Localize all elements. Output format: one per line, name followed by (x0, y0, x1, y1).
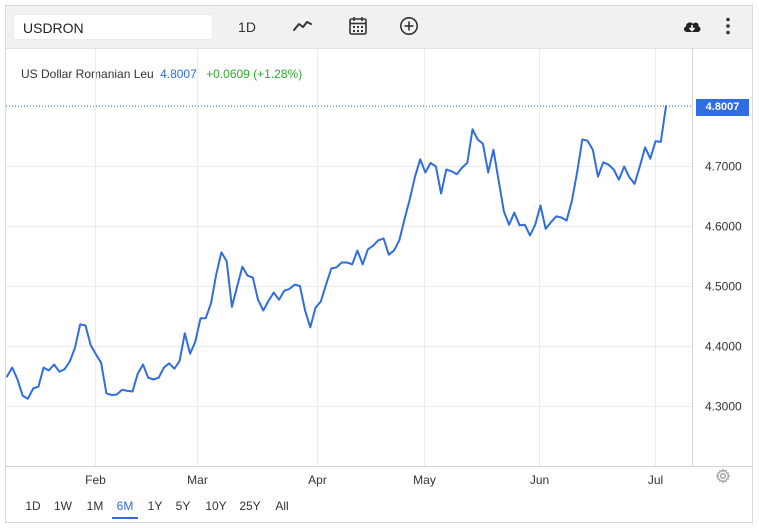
x-tick-label: May (413, 473, 436, 487)
settings-gear-icon[interactable] (715, 468, 731, 484)
x-tick-label: Mar (187, 473, 208, 487)
instrument-name: US Dollar Romanian Leu (21, 67, 154, 81)
more-vertical-icon[interactable] (717, 15, 739, 37)
price-series-line (6, 105, 667, 400)
x-tick-label: Jun (530, 473, 549, 487)
y-tick-label: 4.6000 (705, 220, 742, 234)
range-button-1m[interactable]: 1M (86, 499, 104, 513)
download-cloud-icon[interactable] (681, 15, 703, 37)
range-button-all[interactable]: All (275, 499, 289, 513)
range-button-1d[interactable]: 1D (25, 499, 41, 513)
range-button-10y[interactable]: 10Y (205, 499, 227, 513)
symbol-input[interactable]: USDRON (13, 14, 213, 40)
range-button-1y[interactable]: 1Y (147, 499, 163, 513)
active-range-underline (112, 517, 138, 519)
x-tick-label: Jul (648, 473, 663, 487)
range-button-6m[interactable]: 6M (116, 499, 134, 513)
y-tick-label: 4.3000 (705, 400, 742, 414)
add-circle-icon[interactable] (398, 15, 420, 37)
calendar-icon[interactable] (347, 15, 369, 37)
chart-toolbar: USDRON 1D (6, 6, 752, 49)
y-tick-label: 4.4000 (705, 340, 742, 354)
y-tick-label: 4.5000 (705, 280, 742, 294)
last-price: 4.8007 (160, 67, 197, 81)
time-range-bar: 1D 1W 1M 6M 1Y 5Y 10Y 25Y All (6, 492, 752, 522)
range-button-25y[interactable]: 25Y (239, 499, 261, 513)
price-change: +0.0609 (+1.28%) (206, 67, 303, 81)
range-button-5y[interactable]: 5Y (175, 499, 191, 513)
line-chart-icon[interactable] (292, 15, 314, 37)
last-price-tag: 4.8007 (696, 99, 749, 116)
range-button-1w[interactable]: 1W (54, 499, 72, 513)
chart-widget: USDRON 1D (5, 5, 753, 523)
x-tick-label: Feb (85, 473, 106, 487)
y-tick-label: 4.7000 (705, 160, 742, 174)
x-tick-label: Apr (308, 473, 327, 487)
interval-button[interactable]: 1D (238, 19, 256, 35)
chart-legend: US Dollar Romanian Leu 4.8007 +0.0609 (+… (21, 67, 302, 81)
price-chart[interactable]: 4.3000 4.4000 4.5000 4.6000 4.7000 Feb Mar Apr M… (6, 6, 752, 492)
